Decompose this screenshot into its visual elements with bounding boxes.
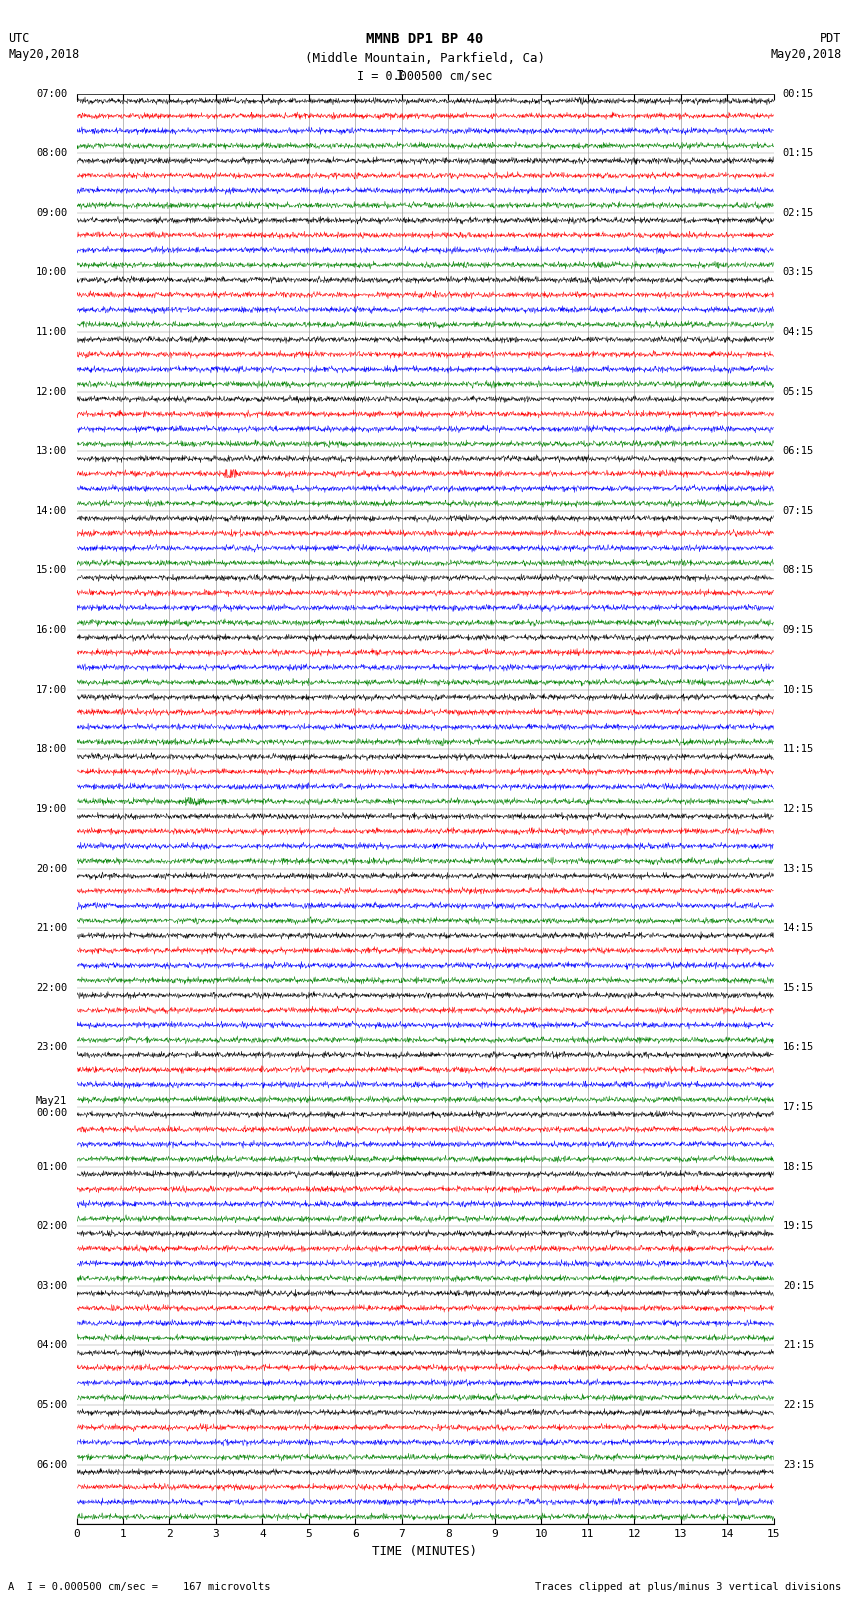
Text: 13:00: 13:00: [36, 447, 67, 456]
Text: 22:00: 22:00: [36, 982, 67, 992]
Text: 10:00: 10:00: [36, 268, 67, 277]
Text: May20,2018: May20,2018: [8, 48, 80, 61]
X-axis label: TIME (MINUTES): TIME (MINUTES): [372, 1545, 478, 1558]
Text: 08:00: 08:00: [36, 148, 67, 158]
Text: 05:15: 05:15: [783, 387, 814, 397]
Text: 01:15: 01:15: [783, 148, 814, 158]
Text: Traces clipped at plus/minus 3 vertical divisions: Traces clipped at plus/minus 3 vertical …: [536, 1582, 842, 1592]
Text: 06:00: 06:00: [36, 1460, 67, 1469]
Text: 20:15: 20:15: [783, 1281, 814, 1290]
Text: 19:15: 19:15: [783, 1221, 814, 1231]
Text: A  I = 0.000500 cm/sec =    167 microvolts: A I = 0.000500 cm/sec = 167 microvolts: [8, 1582, 271, 1592]
Text: 19:00: 19:00: [36, 803, 67, 815]
Text: 16:15: 16:15: [783, 1042, 814, 1052]
Text: 01:00: 01:00: [36, 1161, 67, 1171]
Text: 15:15: 15:15: [783, 982, 814, 992]
Text: 06:15: 06:15: [783, 447, 814, 456]
Text: 07:15: 07:15: [783, 506, 814, 516]
Text: 09:00: 09:00: [36, 208, 67, 218]
Text: May21: May21: [36, 1097, 67, 1107]
Text: I = 0.000500 cm/sec: I = 0.000500 cm/sec: [357, 69, 493, 82]
Text: 22:15: 22:15: [783, 1400, 814, 1410]
Text: 12:15: 12:15: [783, 803, 814, 815]
Text: 04:15: 04:15: [783, 327, 814, 337]
Text: 02:00: 02:00: [36, 1221, 67, 1231]
Text: 05:00: 05:00: [36, 1400, 67, 1410]
Text: 07:00: 07:00: [36, 89, 67, 98]
Text: 02:15: 02:15: [783, 208, 814, 218]
Text: 15:00: 15:00: [36, 566, 67, 576]
Text: 20:00: 20:00: [36, 863, 67, 874]
Text: 21:00: 21:00: [36, 923, 67, 934]
Text: 12:00: 12:00: [36, 387, 67, 397]
Text: 00:15: 00:15: [783, 89, 814, 98]
Text: (Middle Mountain, Parkfield, Ca): (Middle Mountain, Parkfield, Ca): [305, 52, 545, 65]
Text: 08:15: 08:15: [783, 566, 814, 576]
Text: 10:15: 10:15: [783, 684, 814, 695]
Text: 03:15: 03:15: [783, 268, 814, 277]
Text: 23:00: 23:00: [36, 1042, 67, 1052]
Text: I: I: [395, 69, 404, 84]
Text: 00:00: 00:00: [36, 1108, 67, 1118]
Text: PDT: PDT: [820, 32, 842, 45]
Text: 09:15: 09:15: [783, 626, 814, 636]
Text: 23:15: 23:15: [783, 1460, 814, 1469]
Text: 14:15: 14:15: [783, 923, 814, 934]
Text: 18:15: 18:15: [783, 1161, 814, 1171]
Text: 17:15: 17:15: [783, 1102, 814, 1111]
Text: 11:00: 11:00: [36, 327, 67, 337]
Text: 21:15: 21:15: [783, 1340, 814, 1350]
Text: 16:00: 16:00: [36, 626, 67, 636]
Text: 18:00: 18:00: [36, 744, 67, 755]
Text: May20,2018: May20,2018: [770, 48, 842, 61]
Text: MMNB DP1 BP 40: MMNB DP1 BP 40: [366, 32, 484, 47]
Text: 11:15: 11:15: [783, 744, 814, 755]
Text: 14:00: 14:00: [36, 506, 67, 516]
Text: 04:00: 04:00: [36, 1340, 67, 1350]
Text: 03:00: 03:00: [36, 1281, 67, 1290]
Text: 17:00: 17:00: [36, 684, 67, 695]
Text: 13:15: 13:15: [783, 863, 814, 874]
Text: UTC: UTC: [8, 32, 30, 45]
